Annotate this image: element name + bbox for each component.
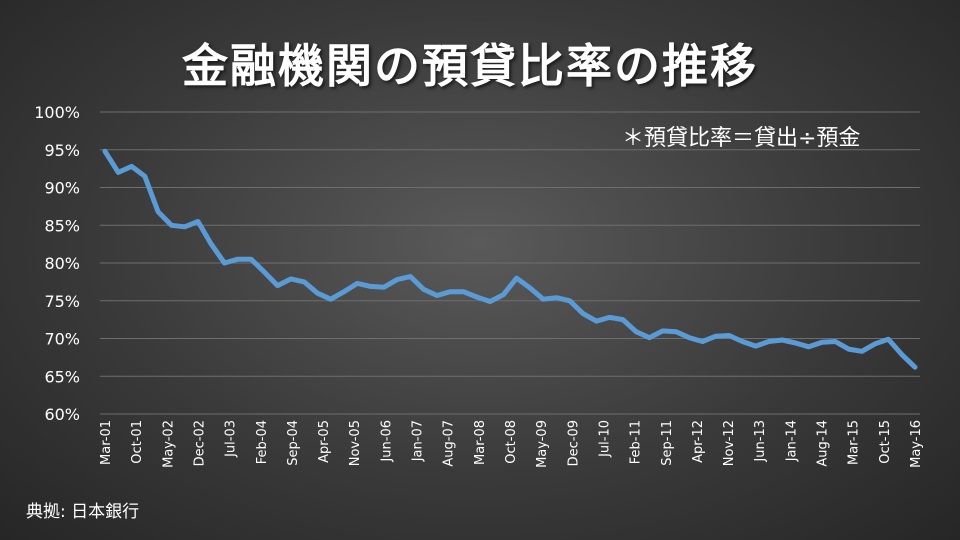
x-tick-label: Dec-09 — [566, 420, 581, 466]
x-tick-label: Jun-06 — [379, 420, 394, 463]
gridlines — [100, 111, 920, 415]
y-tick-label: 95% — [44, 141, 80, 160]
x-tick-label: Jan-07 — [411, 420, 426, 462]
x-tick-label: Feb-11 — [629, 420, 644, 464]
x-tick-label: May-02 — [161, 420, 176, 468]
x-tick-label: Jun-13 — [753, 420, 768, 463]
x-tick-label: Sep-11 — [660, 420, 675, 466]
x-tick-label: Mar-08 — [473, 420, 488, 465]
x-tick-label: Nov-05 — [348, 420, 363, 466]
ratio-definition-note: ＊預貸比率＝貸出÷預金 — [622, 126, 861, 151]
y-tick-label: 60% — [44, 405, 80, 424]
y-tick-label: 100% — [34, 103, 80, 122]
x-axis: Mar-01 Oct-01 May-02 Dec-02 Jul-03 Feb-04 Sep-… — [99, 420, 924, 468]
x-tick-label: Apr-12 — [691, 420, 706, 463]
deposit-loan-ratio-line — [102, 148, 918, 370]
x-tick-label: Oct-15 — [878, 420, 893, 464]
x-tick-label: Nov-12 — [722, 420, 737, 466]
y-tick-label: 75% — [44, 292, 80, 311]
x-tick-label: Feb-04 — [255, 420, 270, 464]
y-tick-label: 85% — [44, 216, 80, 235]
y-tick-label: 90% — [44, 179, 80, 198]
x-tick-label: Jul-03 — [224, 420, 239, 458]
x-tick-label: Jul-10 — [597, 420, 612, 458]
x-tick-label: Apr-05 — [317, 420, 332, 463]
x-tick-label: May-16 — [909, 420, 924, 468]
series-layer — [102, 148, 918, 370]
x-tick-label: Sep-04 — [286, 420, 301, 466]
y-tick-label: 65% — [44, 367, 80, 386]
x-tick-label: Oct-08 — [504, 420, 519, 464]
x-tick-label: Aug-14 — [816, 420, 831, 467]
chart-title: 金融機関の預貸比率の推移 — [182, 39, 758, 93]
x-tick-label: Mar-15 — [847, 420, 862, 465]
y-axis: 60% 65% 70% 75% 80% 85% 90% 95% 100% — [34, 103, 80, 424]
x-tick-label: Mar-01 — [99, 420, 114, 465]
x-tick-label: Aug-07 — [442, 420, 457, 467]
x-tick-label: Dec-02 — [192, 420, 207, 466]
source-label: 典拠: 日本銀行 — [26, 502, 140, 522]
y-tick-label: 70% — [44, 330, 80, 349]
x-tick-label: Oct-01 — [130, 420, 145, 464]
x-tick-label: May-09 — [535, 420, 550, 468]
x-tick-label: Jan-14 — [784, 420, 799, 462]
y-tick-label: 80% — [44, 254, 80, 273]
